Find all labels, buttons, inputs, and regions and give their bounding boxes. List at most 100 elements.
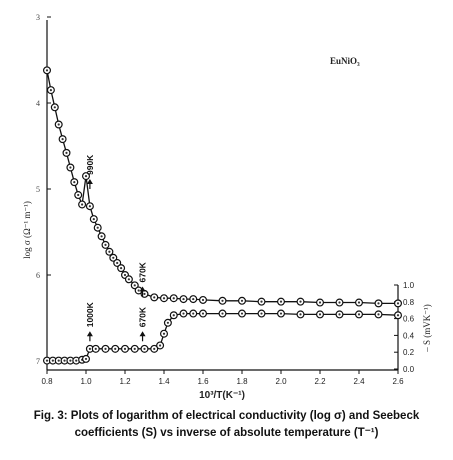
point-center bbox=[201, 298, 205, 302]
point-center bbox=[114, 347, 117, 350]
point-center bbox=[63, 359, 66, 362]
point-center bbox=[260, 300, 263, 303]
point-center bbox=[192, 297, 195, 301]
annotation-arrow-head bbox=[86, 331, 93, 337]
inset-label: EuNiO₃ bbox=[330, 56, 360, 66]
point-center bbox=[318, 313, 322, 316]
point-center bbox=[192, 312, 195, 315]
point-center bbox=[88, 205, 91, 208]
point-center bbox=[88, 347, 91, 350]
point-center bbox=[84, 175, 88, 178]
point-center bbox=[61, 138, 64, 141]
right-y-axis-ticks: 0.0 0.2 0.4 0.6 0.8 1.0 bbox=[394, 281, 415, 374]
right-y-tick-label: 0.0 bbox=[403, 365, 415, 374]
figure: 0.8 1.0 1.2 1.4 1.6 1.8 2.0 2.2 2.4 2.6 3 4 5 6 7 0.0… bbox=[22, 13, 432, 400]
x-tick-label: 1.4 bbox=[158, 377, 170, 386]
point-center bbox=[162, 297, 166, 300]
point-center bbox=[318, 301, 322, 304]
x-axis-label: 10³/T(K⁻¹) bbox=[199, 390, 245, 400]
point-center bbox=[49, 89, 53, 92]
x-axis-ticks: 0.8 1.0 1.2 1.4 1.6 1.8 2.0 2.2 2.4 2.6 bbox=[41, 370, 404, 386]
point-center bbox=[396, 314, 400, 317]
point-center bbox=[166, 321, 169, 324]
annotation-label: 670K bbox=[138, 261, 148, 282]
x-tick-label: 0.8 bbox=[41, 377, 53, 386]
point-center bbox=[57, 123, 60, 126]
point-center bbox=[45, 69, 49, 72]
right-y-tick-label: 0.6 bbox=[403, 315, 415, 324]
point-center bbox=[279, 312, 283, 315]
point-center bbox=[377, 313, 380, 316]
point-center bbox=[57, 359, 60, 362]
point-center bbox=[92, 218, 95, 221]
point-center bbox=[51, 359, 54, 362]
left-y-tick-label: 4 bbox=[36, 99, 40, 108]
point-center bbox=[153, 296, 156, 299]
point-center bbox=[338, 301, 341, 304]
point-center bbox=[100, 235, 103, 238]
left-y-tick-label: 7 bbox=[36, 357, 40, 366]
x-tick-label: 1.8 bbox=[236, 377, 248, 386]
x-tick-label: 2.4 bbox=[353, 377, 365, 386]
left-y-tick-label: 3 bbox=[36, 13, 40, 22]
left-y-tick-label: 5 bbox=[36, 185, 40, 194]
point-center bbox=[201, 312, 205, 315]
point-center bbox=[357, 313, 361, 316]
annotation-arrow-head bbox=[139, 286, 146, 292]
point-center bbox=[162, 332, 166, 335]
point-center bbox=[396, 302, 400, 305]
point-center bbox=[69, 359, 72, 362]
point-center bbox=[143, 292, 146, 296]
point-center bbox=[240, 312, 244, 315]
point-center bbox=[84, 357, 88, 361]
point-center bbox=[260, 312, 263, 315]
point-center bbox=[96, 226, 99, 229]
x-tick-label: 1.2 bbox=[119, 377, 131, 386]
annotation-label: 1000K bbox=[85, 301, 95, 327]
x-tick-label: 2.2 bbox=[314, 377, 326, 386]
point-center bbox=[112, 256, 115, 259]
point-center bbox=[116, 261, 119, 265]
figure-caption: Fig. 3: Plots of logarithm of electrical… bbox=[33, 410, 420, 439]
point-center bbox=[221, 312, 224, 315]
point-center bbox=[172, 314, 175, 317]
point-center bbox=[77, 193, 80, 197]
point-center bbox=[94, 347, 97, 350]
point-center bbox=[279, 300, 283, 303]
point-center bbox=[104, 243, 107, 246]
point-center bbox=[143, 347, 146, 350]
right-y-tick-label: 0.4 bbox=[403, 331, 415, 340]
point-center bbox=[338, 313, 341, 316]
point-center bbox=[172, 297, 175, 300]
point-center bbox=[357, 301, 361, 304]
conductivity-line bbox=[46, 70, 398, 305]
left-y-tick-label: 6 bbox=[36, 271, 40, 280]
right-y-tick-label: 0.8 bbox=[403, 298, 415, 307]
point-center bbox=[182, 297, 185, 301]
right-y-tick-label: 0.2 bbox=[403, 348, 415, 357]
data-series bbox=[42, 66, 403, 365]
seebeck-line bbox=[47, 312, 399, 362]
right-y-axis-label: – S (mVK⁻¹) bbox=[422, 304, 432, 352]
x-tick-label: 2.0 bbox=[275, 377, 287, 386]
point-center bbox=[377, 302, 380, 305]
annotation-label: 990K bbox=[85, 154, 95, 175]
annotation-label: 670K bbox=[138, 306, 148, 327]
point-center bbox=[45, 359, 49, 362]
annotation-arrow-head bbox=[139, 331, 146, 337]
point-center bbox=[123, 347, 127, 350]
annotations: 990K 670K 1000K 670K bbox=[85, 154, 148, 342]
point-center bbox=[137, 289, 140, 292]
point-center bbox=[133, 284, 136, 287]
point-center bbox=[221, 299, 224, 302]
point-center bbox=[120, 267, 123, 270]
point-center bbox=[299, 313, 302, 316]
point-center bbox=[159, 344, 162, 347]
x-tick-label: 1.6 bbox=[197, 377, 209, 386]
point-center bbox=[153, 347, 156, 350]
x-tick-label: 1.0 bbox=[80, 377, 92, 386]
annotation-arrow-head bbox=[86, 179, 93, 184]
plot-axes bbox=[46, 20, 399, 371]
point-center bbox=[299, 300, 302, 303]
x-tick-label: 2.6 bbox=[392, 377, 404, 386]
